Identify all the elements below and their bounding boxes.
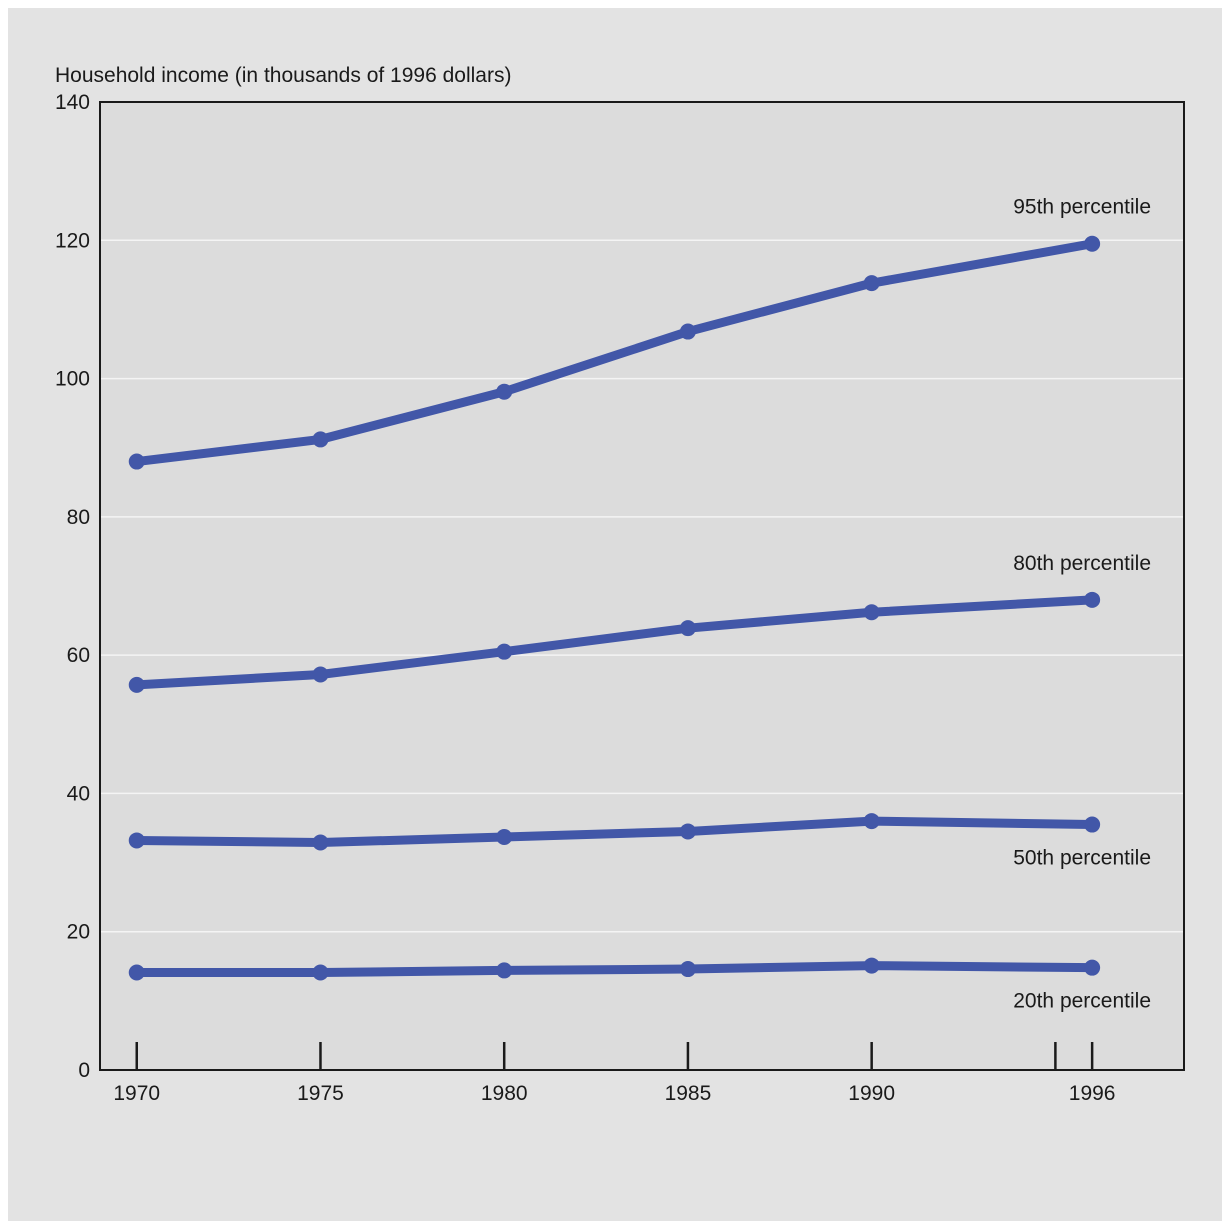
- data-point-50th-1985: [679, 823, 696, 840]
- y-tick-label-100: 100: [55, 368, 90, 391]
- series-label-20th: 20th percentile: [1013, 990, 1151, 1013]
- data-point-20th-1985: [679, 961, 696, 978]
- y-axis-label: Household income (in thousands of 1996 d…: [55, 64, 511, 87]
- y-tick-label-60: 60: [67, 644, 90, 667]
- y-tick-label-40: 40: [67, 782, 90, 805]
- data-point-20th-1980: [496, 962, 513, 979]
- series-lines: [128, 235, 1101, 981]
- y-tick-label-120: 120: [55, 229, 90, 252]
- series-95th: [128, 235, 1101, 470]
- data-point-95th-1975: [312, 431, 329, 448]
- x-tick-label-1980: 1980: [481, 1082, 528, 1105]
- data-point-80th-1975: [312, 666, 329, 683]
- y-tick-label-20: 20: [67, 921, 90, 944]
- data-point-80th-1980: [496, 643, 513, 660]
- chart-panel: 0 20 40 60 80 100 120 140 1970 1975 1980 1985 1990 1…: [8, 8, 1222, 1221]
- series-20th: [128, 957, 1101, 981]
- series-80th: [128, 591, 1101, 693]
- plot-frame: [99, 101, 1185, 1071]
- data-point-95th-1990: [863, 275, 880, 292]
- series-label-95th: 95th percentile: [1013, 196, 1151, 219]
- series-line-95th: [132, 239, 1097, 467]
- x-axis: 1970 1975 1980 1985 1990 1996: [113, 1042, 1115, 1105]
- x-tick-label-1996: 1996: [1069, 1082, 1116, 1105]
- data-point-95th-1996: [1084, 235, 1101, 252]
- y-tick-label-80: 80: [67, 506, 90, 529]
- data-point-80th-1970: [128, 676, 145, 693]
- x-tick-label-1985: 1985: [665, 1082, 712, 1105]
- data-point-50th-1980: [496, 828, 513, 845]
- data-point-20th-1970: [128, 964, 145, 981]
- data-point-20th-1996: [1084, 959, 1101, 976]
- data-point-95th-1985: [679, 323, 696, 340]
- y-axis: 0 20 40 60 80 100 120 140: [55, 91, 90, 1082]
- series-line-50th: [132, 816, 1097, 848]
- x-tick-label-1990: 1990: [848, 1082, 895, 1105]
- x-tick-label-1970: 1970: [113, 1082, 160, 1105]
- y-tick-label-0: 0: [78, 1059, 90, 1082]
- data-point-95th-1970: [128, 453, 145, 470]
- series-line-80th: [132, 595, 1097, 690]
- plot-area: [100, 102, 1184, 1070]
- series-labels: 95th percentile 80th percentile 50th perce…: [1013, 196, 1151, 1013]
- data-point-50th-1975: [312, 834, 329, 851]
- data-point-50th-1990: [863, 813, 880, 830]
- data-point-95th-1980: [496, 383, 513, 400]
- series-line-20th: [132, 961, 1097, 978]
- data-point-50th-1996: [1084, 816, 1101, 833]
- data-point-20th-1990: [863, 957, 880, 974]
- data-point-80th-1985: [679, 620, 696, 637]
- series-label-50th: 50th percentile: [1013, 847, 1151, 870]
- x-tick-label-1975: 1975: [297, 1082, 344, 1105]
- data-point-20th-1975: [312, 964, 329, 981]
- data-point-80th-1990: [863, 604, 880, 621]
- plot-border: [99, 101, 1185, 1071]
- series-50th: [128, 813, 1101, 851]
- gridlines: [100, 239, 1184, 933]
- data-point-50th-1970: [128, 832, 145, 849]
- y-tick-label-140: 140: [55, 91, 90, 114]
- series-label-80th: 80th percentile: [1013, 552, 1151, 575]
- data-point-80th-1996: [1084, 591, 1101, 608]
